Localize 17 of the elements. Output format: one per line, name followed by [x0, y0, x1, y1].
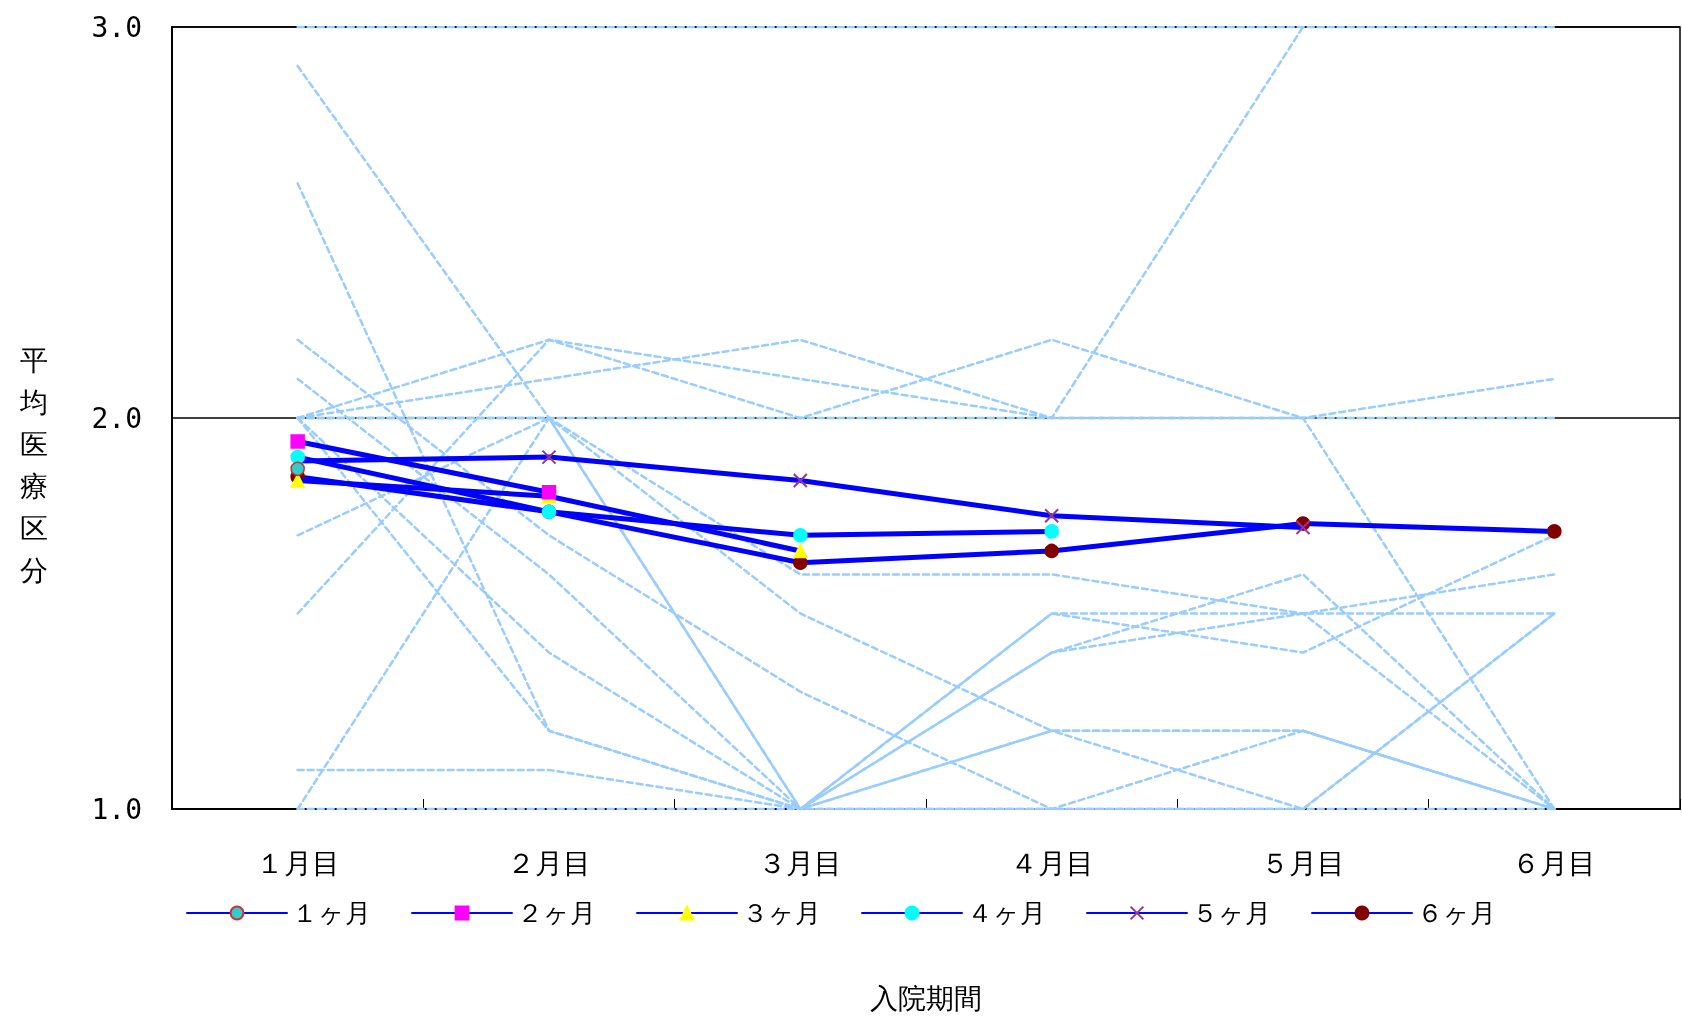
x-tick-label: １月目	[255, 846, 340, 880]
legend-label: ２ヶ月	[517, 898, 596, 928]
legend-label: ６ヶ月	[1417, 898, 1496, 928]
x-axis-title: 入院期間	[870, 981, 982, 1015]
x-tick-label: ３月目	[758, 846, 843, 880]
y-axis-title: 平均医療区分	[20, 343, 49, 589]
y-tick-label: 2.0	[91, 401, 142, 435]
legend-label: ４ヶ月	[967, 898, 1046, 928]
x-tick-label: ５月目	[1261, 846, 1345, 880]
x-tick-label: ４月目	[1009, 846, 1094, 880]
y-tick-label: 1.0	[91, 792, 142, 826]
y-tick-label: 3.0	[91, 10, 142, 44]
legend-label: ３ヶ月	[742, 898, 821, 928]
legend-label: １ヶ月	[292, 898, 371, 928]
x-tick-label: ２月目	[507, 846, 591, 880]
x-tick-label: ６月目	[1512, 846, 1597, 880]
legend-label: ５ヶ月	[1192, 898, 1271, 928]
